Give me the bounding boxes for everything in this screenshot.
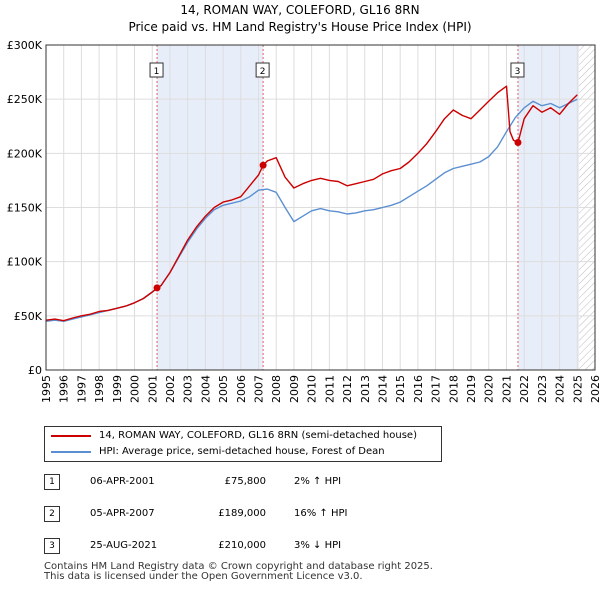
x-tick-label: 2007: [253, 375, 266, 403]
y-tick-label: £50K: [14, 310, 43, 323]
y-tick-label: £300K: [7, 39, 43, 52]
sale-row: 2 05-APR-2007 £189,000 16% ↑ HPI: [44, 504, 464, 524]
x-tick-label: 2024: [554, 375, 567, 403]
x-tick-label: 2025: [571, 375, 584, 403]
x-tick-label: 2008: [270, 375, 283, 403]
sale-price: £75,800: [224, 476, 266, 487]
sale-label-box: [149, 62, 164, 78]
x-tick-label: 2026: [589, 375, 600, 403]
x-tick-label: 2020: [483, 375, 496, 403]
x-tick-label: 2021: [500, 375, 513, 403]
sale-date: 05-APR-2007: [90, 508, 155, 519]
sale-row: 3 25-AUG-2021 £210,000 3% ↓ HPI: [44, 536, 464, 556]
y-tick-label: £150K: [7, 202, 43, 215]
x-tick-label: 2009: [288, 375, 301, 403]
sale-date: 25-AUG-2021: [90, 540, 158, 551]
x-tick-label: 2017: [430, 375, 443, 403]
y-tick-label: £100K: [7, 256, 43, 269]
legend-label-property: 14, ROMAN WAY, COLEFORD, GL16 8RN (semi-…: [99, 430, 417, 441]
y-tick-label: £0: [28, 364, 42, 377]
x-tick-label: 2011: [323, 375, 336, 403]
x-tick-label: 2015: [394, 375, 407, 403]
y-tick-label: £250K: [7, 93, 43, 106]
footer: Contains HM Land Registry data © Crown c…: [44, 562, 433, 582]
legend-swatch-property: [51, 435, 91, 437]
x-tick-label: 2010: [306, 375, 319, 403]
sale-hpi-diff: 16% ↑ HPI: [294, 508, 348, 519]
x-tick-label: 1995: [40, 375, 53, 403]
x-tick-label: 2002: [164, 375, 177, 403]
x-tick-label: 1998: [93, 375, 106, 403]
footer-licence: This data is licensed under the Open Gov…: [44, 571, 363, 582]
legend-swatch-hpi: [51, 451, 91, 453]
x-tick-label: 2004: [199, 375, 212, 403]
plot-frame: [45, 44, 596, 371]
price-chart: 1 2 3 £0 £50K £100K £150K £200K £250K £300K 1995 1…: [7, 39, 600, 403]
sale-row: 1 06-APR-2001 £75,800 2% ↑ HPI: [44, 472, 464, 492]
sale-price: £189,000: [218, 508, 266, 519]
chart-subtitle: Price paid vs. HM Land Registry's House …: [128, 20, 472, 34]
footer-copyright: Contains HM Land Registry data © Crown c…: [44, 561, 433, 572]
x-tick-label: 2005: [217, 375, 230, 403]
series-line-property: [45, 85, 578, 322]
x-tick-label: 1996: [58, 375, 71, 403]
sale-label-box: [510, 62, 525, 78]
legend-label-hpi: HPI: Average price, semi-detached house,…: [99, 446, 385, 457]
x-tick-label: 2000: [129, 375, 142, 403]
sale-date: 06-APR-2001: [90, 476, 155, 487]
y-tick-label: £200K: [7, 147, 43, 160]
x-tick-label: 2003: [182, 375, 195, 403]
sale-point: [259, 161, 267, 169]
x-tick-label: 2016: [412, 375, 425, 403]
sale-hpi-diff: 3% ↓ HPI: [294, 540, 342, 551]
x-tick-label: 2023: [536, 375, 549, 403]
sale-label: 2: [260, 67, 266, 77]
sale-point: [514, 139, 522, 146]
chart-legend: 14, ROMAN WAY, COLEFORD, GL16 8RN (semi-…: [44, 426, 442, 462]
x-tick-label: 1999: [111, 375, 124, 403]
sale-label-box: [255, 62, 270, 78]
x-tick-label: 2013: [359, 375, 372, 403]
x-tick-label: 2001: [146, 375, 159, 403]
x-tick-label: 1997: [75, 375, 88, 403]
x-tick-label: 2006: [235, 375, 248, 403]
sale-point: [153, 284, 161, 292]
x-tick-label: 2014: [376, 375, 389, 403]
sale-number-badge: 1: [44, 474, 60, 490]
sale-hpi-diff: 2% ↑ HPI: [294, 476, 342, 487]
sale-label: 3: [515, 67, 521, 77]
x-tick-label: 2012: [341, 375, 354, 403]
sale-price: £210,000: [218, 540, 266, 551]
sale-number-badge: 3: [44, 538, 60, 554]
x-tick-label: 2019: [465, 375, 478, 403]
x-tick-label: 2022: [518, 375, 531, 403]
x-tick-label: 2018: [447, 375, 460, 403]
chart-title: 14, ROMAN WAY, COLEFORD, GL16 8RN: [180, 3, 420, 17]
sale-label: 1: [154, 67, 160, 77]
sale-number-badge: 2: [44, 506, 60, 522]
